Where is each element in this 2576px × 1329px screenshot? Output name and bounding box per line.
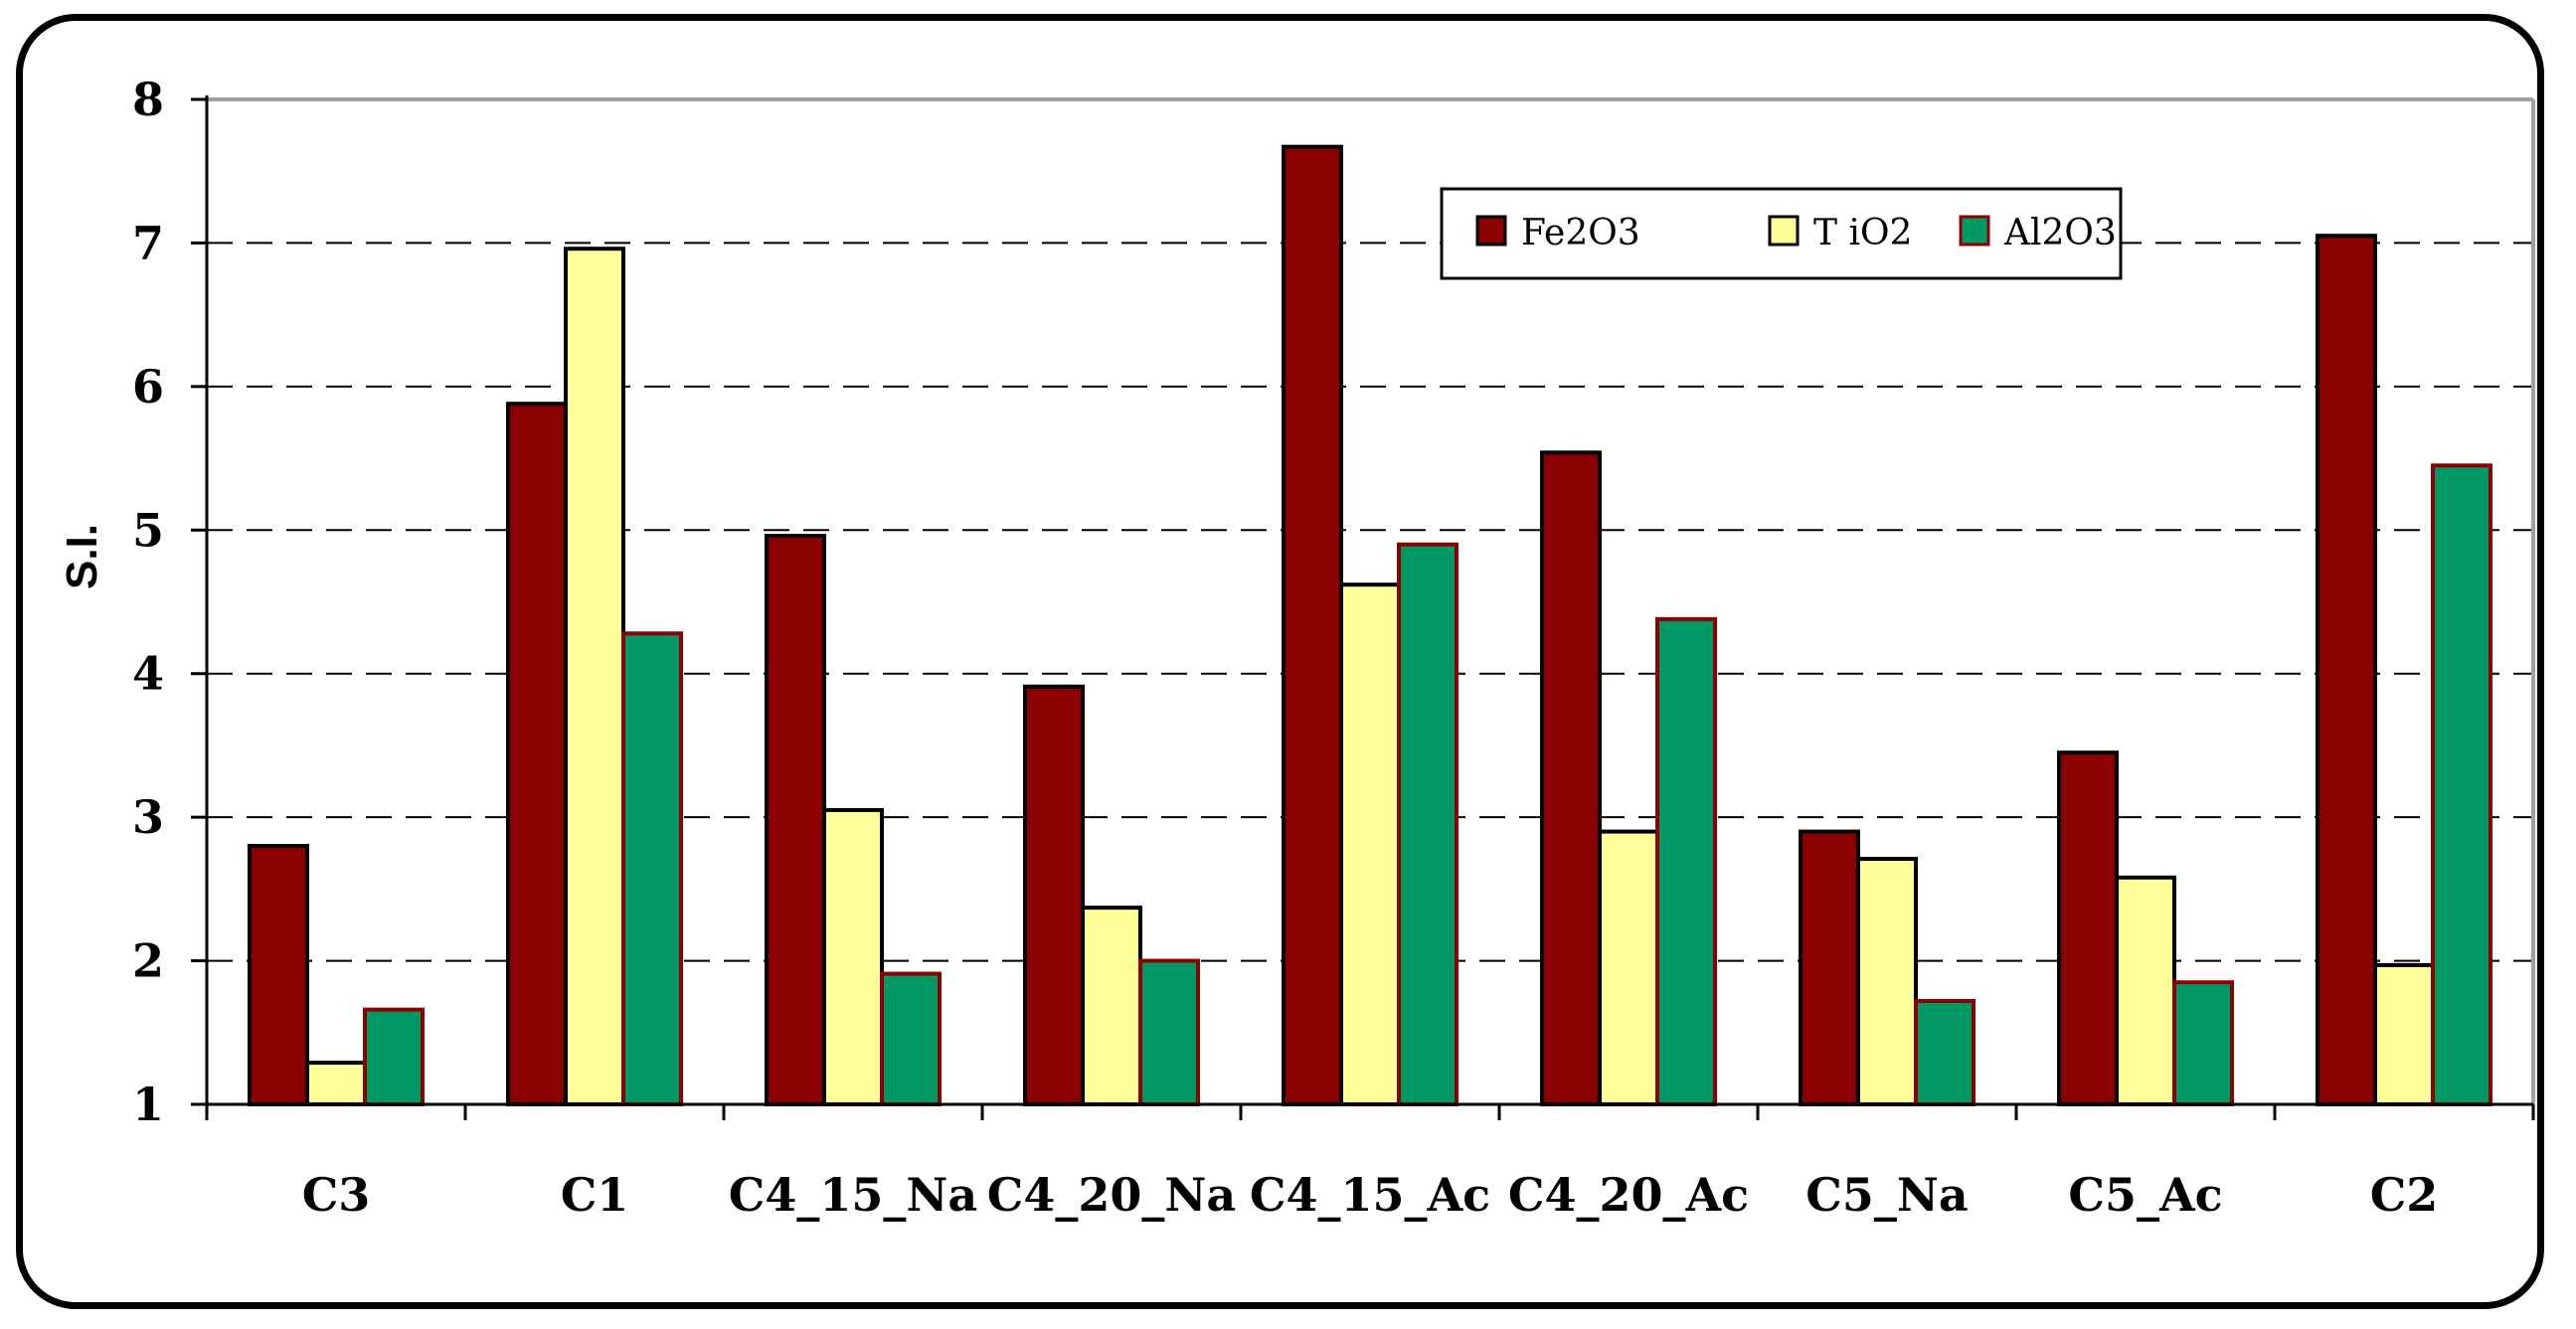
legend-swatch-TiO2 bbox=[1768, 215, 1800, 247]
x-category-label: C2 bbox=[2370, 1168, 2439, 1222]
bar-TiO2-C5_Ac bbox=[2115, 875, 2176, 1106]
x-category-label: C4_20_Ac bbox=[1508, 1168, 1749, 1222]
x-category-label: C4_15_Na bbox=[729, 1168, 977, 1222]
y-axis-label: S.I. bbox=[58, 524, 106, 589]
bar-Fe2O3-C5_Ac bbox=[2057, 750, 2119, 1107]
bar-Al2O3-C4_15_Ac bbox=[1397, 542, 1459, 1106]
x-category-label: C3 bbox=[302, 1168, 371, 1222]
legend-label-Fe2O3: Fe2O3 bbox=[1521, 213, 1640, 253]
y-tick-label: 5 bbox=[132, 503, 164, 557]
bar-Fe2O3-C2 bbox=[2316, 234, 2377, 1106]
bar-Al2O3-C4_20_Na bbox=[1138, 958, 1200, 1106]
bar-TiO2-C4_15_Na bbox=[822, 807, 884, 1107]
x-category-label: C5_Na bbox=[1805, 1168, 1968, 1222]
legend-label-TiO2: T iO2 bbox=[1813, 213, 1912, 253]
bar-TiO2-C1 bbox=[564, 247, 625, 1107]
bar-Al2O3-C2 bbox=[2431, 463, 2492, 1106]
x-category-label: C4_15_Ac bbox=[1250, 1168, 1490, 1222]
bar-Fe2O3-C3 bbox=[248, 844, 309, 1106]
x-category-label: C1 bbox=[561, 1168, 629, 1222]
y-tick-label: 4 bbox=[132, 647, 164, 701]
bar-Al2O3-C5_Na bbox=[1914, 999, 1975, 1106]
bar-Al2O3-C4_15_Na bbox=[880, 971, 942, 1106]
bar-TiO2-C4_20_Na bbox=[1081, 906, 1142, 1107]
bar-TiO2-C4_20_Ac bbox=[1598, 829, 1659, 1106]
legend-label-Al2O3: Al2O3 bbox=[2003, 213, 2117, 253]
axes bbox=[191, 95, 2535, 1120]
legend: Fe2O3 T iO2 Al2O3 bbox=[1440, 187, 2123, 280]
bar-Al2O3-C1 bbox=[621, 631, 683, 1106]
bar-Fe2O3-C4_15_Ac bbox=[1282, 144, 1343, 1106]
y-tick-label: 6 bbox=[132, 360, 164, 414]
bar-Fe2O3-C4_20_Na bbox=[1023, 684, 1085, 1106]
bar-Al2O3-C5_Ac bbox=[2172, 980, 2234, 1106]
bar-TiO2-C4_15_Ac bbox=[1339, 582, 1401, 1106]
y-tick-label: 8 bbox=[132, 73, 164, 126]
y-tick-label: 3 bbox=[132, 790, 164, 844]
y-tick-labels: 1 2 3 4 5 6 7 8 bbox=[132, 73, 164, 1131]
bar-Fe2O3-C4_20_Ac bbox=[1540, 450, 1602, 1106]
x-category-label: C5_Ac bbox=[2068, 1168, 2222, 1222]
bars bbox=[248, 144, 2492, 1107]
bar-Al2O3-C3 bbox=[363, 1007, 425, 1106]
y-tick-label: 7 bbox=[132, 216, 164, 269]
y-tick-label: 1 bbox=[132, 1078, 164, 1131]
bar-TiO2-C5_Na bbox=[1856, 857, 1918, 1107]
legend-swatch-Fe2O3 bbox=[1475, 215, 1507, 247]
y-tick-label: 2 bbox=[132, 934, 164, 988]
x-category-label: C4_20_Na bbox=[987, 1168, 1236, 1222]
bar-Fe2O3-C1 bbox=[506, 402, 568, 1106]
x-category-labels: C3 C1 C4_15_Na C4_20_Na C4_15_Ac C4_20_Ac C5_N… bbox=[302, 1168, 2439, 1222]
bar-TiO2-C3 bbox=[305, 1061, 367, 1107]
bar-Fe2O3-C5_Na bbox=[1799, 829, 1860, 1106]
legend-swatch-Al2O3 bbox=[1959, 215, 1990, 247]
bar-Fe2O3-C4_15_Na bbox=[765, 534, 826, 1106]
bar-Al2O3-C4_20_Ac bbox=[1655, 616, 1717, 1106]
bar-TiO2-C2 bbox=[2373, 962, 2435, 1107]
